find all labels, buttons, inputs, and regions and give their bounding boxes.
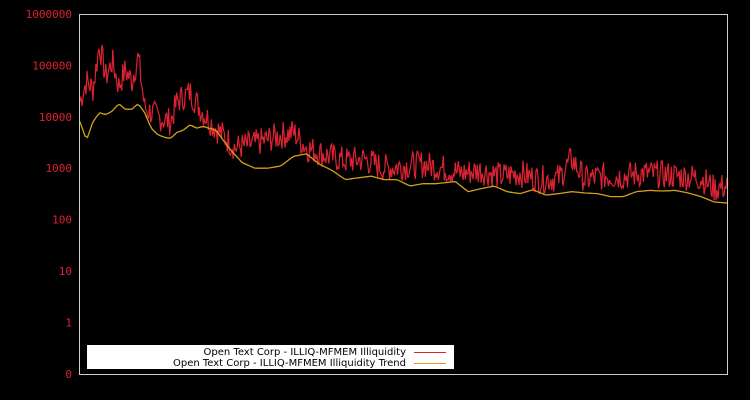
y-tick-label: 10000: [39, 111, 72, 124]
legend-label-trend: Open Text Corp - ILLIQ-MFMEM Illiquidity…: [172, 357, 406, 369]
y-tick-label: 0: [65, 368, 72, 381]
legend-label-illiquidity: Open Text Corp - ILLIQ-MFMEM Illiquidity: [203, 346, 406, 358]
plot-series: [79, 44, 728, 204]
y-tick-label: 10: [59, 265, 72, 278]
y-tick-label: 1: [65, 316, 72, 329]
y-tick-label: 100: [52, 214, 72, 227]
y-tick-label: 1000: [46, 162, 73, 175]
legend-item-illiquidity: Open Text Corp - ILLIQ-MFMEM Illiquidity: [204, 346, 446, 358]
legend: Open Text Corp - ILLIQ-MFMEM Illiquidity…: [87, 345, 454, 369]
plot-frame: [79, 14, 728, 375]
y-tick-label: 1000000: [26, 8, 72, 21]
legend-swatch-illiquidity: [414, 351, 446, 353]
legend-item-trend: Open Text Corp - ILLIQ-MFMEM Illiquidity…: [173, 357, 446, 369]
y-tick-label: 100000: [32, 59, 72, 72]
illiquidity-line: [79, 44, 728, 201]
legend-swatch-trend: [414, 362, 446, 364]
illiquidity-trend-line: [79, 103, 728, 204]
